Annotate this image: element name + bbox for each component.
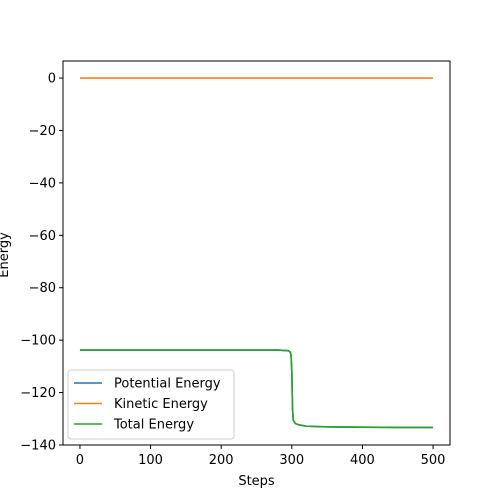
y-tick-label: −140 — [20, 439, 56, 454]
y-axis-ticks: 0 −20 −40 −60 −80 −100 −120 −140 — [20, 72, 63, 454]
legend: Potential Energy Kinetic Energy Total Ener… — [67, 369, 235, 440]
y-tick-label: −20 — [29, 124, 56, 139]
series-line-total-energy — [79, 349, 434, 429]
y-tick-label: −80 — [29, 281, 56, 296]
y-tick-label: −100 — [20, 334, 56, 349]
y-tick-label: −40 — [29, 176, 56, 191]
y-tick-label: 0 — [48, 72, 56, 87]
legend-label: Kinetic Energy — [114, 397, 208, 412]
plot-frame — [62, 60, 451, 446]
x-tick-label: 0 — [76, 453, 84, 468]
y-tick-label: −120 — [20, 386, 56, 401]
x-tick-label: 200 — [209, 453, 234, 468]
x-axis-label: Steps — [238, 474, 275, 489]
x-axis-ticks: 0 100 200 300 400 500 — [76, 445, 446, 468]
x-tick-label: 100 — [138, 453, 163, 468]
x-tick-label: 300 — [279, 453, 304, 468]
y-axis-label: Energy — [0, 232, 12, 278]
x-tick-label: 500 — [421, 453, 446, 468]
legend-box — [67, 369, 235, 440]
series-layer — [79, 77, 434, 429]
x-tick-label: 400 — [350, 453, 375, 468]
y-tick-label: −60 — [29, 229, 56, 244]
legend-label: Potential Energy — [114, 377, 221, 392]
legend-label: Total Energy — [113, 418, 194, 433]
